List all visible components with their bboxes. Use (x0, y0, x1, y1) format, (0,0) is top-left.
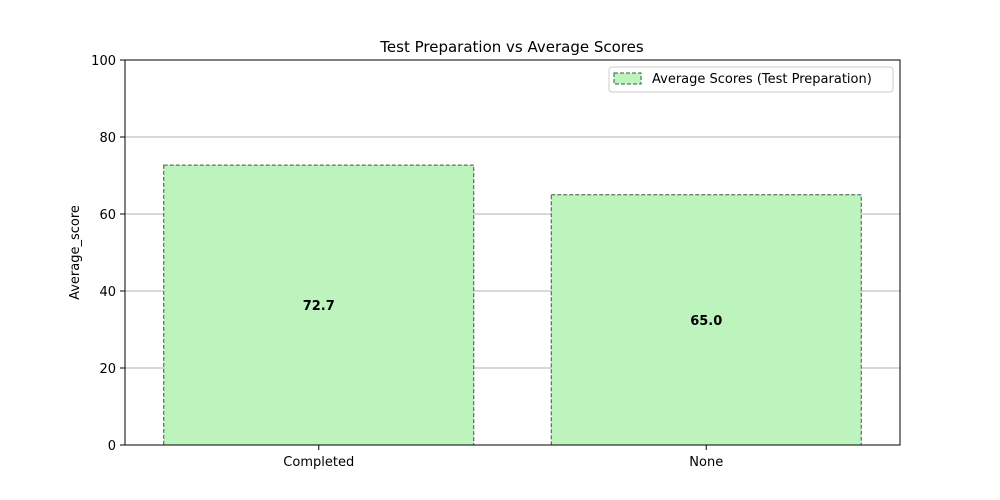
plot-area-frame (124, 59, 901, 446)
x-tick-label: Completed (283, 455, 354, 470)
bar-value-label: 72.7 (303, 299, 335, 314)
y-tick-label: 40 (99, 285, 116, 300)
legend-label: Average Scores (Test Preparation) (652, 72, 872, 87)
y-tick-label: 60 (99, 208, 116, 223)
x-tick-label: None (689, 455, 723, 470)
y-tick-label: 20 (99, 362, 116, 377)
bar (163, 164, 475, 446)
bars: 72.7 65.0 (163, 164, 862, 446)
x-axis-ticks: Completed None (283, 445, 723, 470)
chart-title: Test Preparation vs Average Scores (379, 38, 644, 56)
y-axis-label: Average_score (68, 205, 83, 300)
legend-box (608, 66, 894, 93)
bar-value-label: 65.0 (690, 314, 722, 329)
y-tick-label: 0 (108, 439, 116, 454)
legend-swatch (613, 72, 642, 85)
legend: Average Scores (Test Preparation) (608, 66, 894, 93)
y-tick-label: 100 (91, 54, 116, 69)
y-tick-label: 80 (99, 131, 116, 146)
y-axis-ticks: 0 20 40 60 80 100 (91, 54, 125, 454)
